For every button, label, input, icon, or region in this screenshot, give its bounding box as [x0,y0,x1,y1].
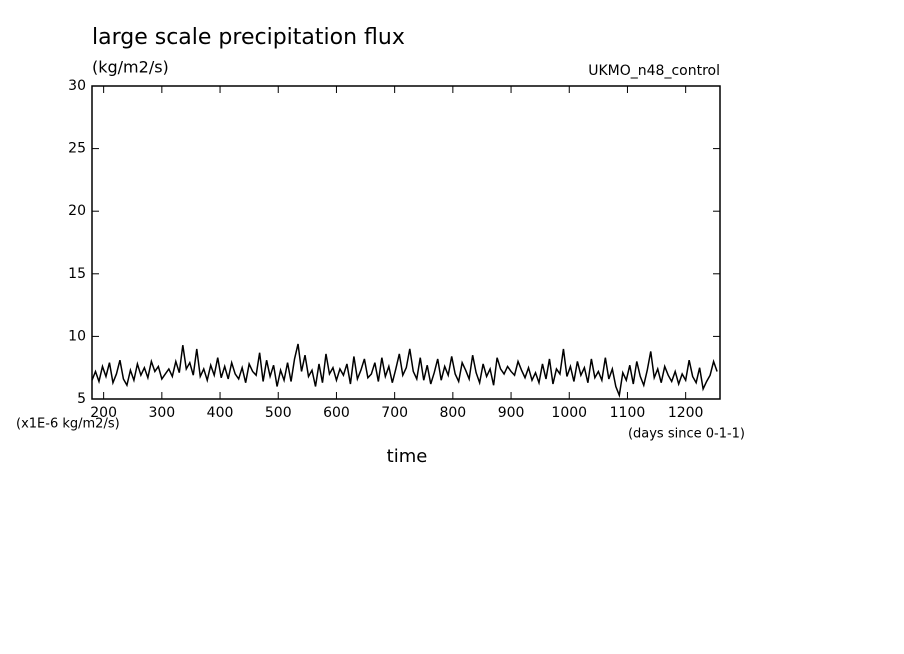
y-tick-label: 15 [68,266,86,282]
plot-frame [91,85,721,400]
x-tick-label: 1200 [668,405,704,421]
x-tick-label: 400 [207,405,234,421]
y-tick-label: 30 [68,78,86,94]
x-tick-label: 200 [90,405,117,421]
y-tick-label: 5 [77,391,86,407]
chart-title: large scale precipitation flux [92,25,405,50]
chart-subtitle: (kg/m2/s) [92,58,169,77]
x-tick-label: 500 [265,405,292,421]
data-line [91,343,718,399]
x-unit-label: (days since 0-1-1) [628,427,745,442]
x-tick-label: 900 [498,405,525,421]
x-tick-label: 800 [439,405,466,421]
annotation: UKMO_n48_control [588,63,720,79]
x-axis-label: time [387,446,428,467]
y-tick-label: 10 [68,328,86,344]
y-unit-label: (x1E-6 kg/m2/s) [16,417,120,432]
x-tick-label: 700 [381,405,408,421]
x-tick-label: 1000 [551,405,587,421]
x-tick-label: 1100 [610,405,646,421]
x-tick-label: 300 [148,405,175,421]
y-tick-label: 25 [68,141,86,157]
y-tick-label: 20 [68,203,86,219]
x-tick-label: 600 [323,405,350,421]
